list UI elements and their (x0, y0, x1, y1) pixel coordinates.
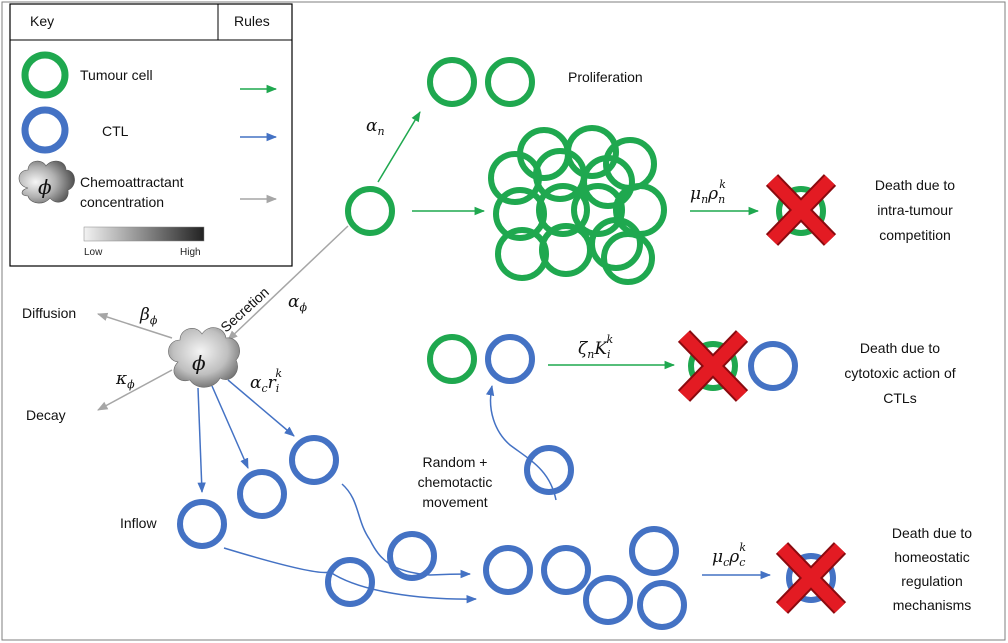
svg-text:cytotoxic action of: cytotoxic action of (844, 365, 955, 381)
key-chemo-label-line2: concentration (80, 194, 164, 210)
decay-label: Decay (26, 407, 66, 423)
cross-icon (777, 543, 845, 613)
key-chemo-label-line1: Chemoattractant (80, 174, 184, 190)
death-cytotoxic-label: Death due to cytotoxic action of CTLs (844, 340, 955, 406)
svg-text:Death due to: Death due to (892, 525, 972, 541)
surviving-ctl (748, 341, 798, 391)
ctl-inflow-cells (177, 435, 437, 607)
svg-text:CTLs: CTLs (883, 390, 916, 406)
svg-text:ϕ: ϕ (38, 175, 52, 199)
ctl-migration-paths (223, 384, 557, 604)
daughter-cell-1 (427, 57, 477, 107)
svg-text:chemotactic: chemotactic (418, 474, 493, 490)
daughter-cell-2 (485, 57, 535, 107)
rate-alpha-c-r-i: αcrik (250, 367, 282, 395)
key-box (9, 3, 293, 267)
key-panel: Key Rules Tumour cell CTL ϕ Chemoattract… (9, 3, 293, 267)
cross-icon (767, 175, 835, 245)
diffusion-label: Diffusion (22, 305, 76, 321)
key-heading: Key (30, 13, 54, 29)
diffusion-arrow (97, 312, 173, 339)
proliferation-arrow (377, 111, 421, 183)
target-tumour-cell (427, 334, 477, 384)
secretion-label: Secretion (217, 284, 272, 335)
svg-text:Random +: Random + (423, 454, 488, 470)
key-ctl-label: CTL (102, 123, 129, 139)
scale-low-label: Low (84, 247, 103, 258)
svg-text:competition: competition (879, 227, 951, 243)
rate-alpha-n: αn (366, 116, 385, 138)
svg-text:intra-tumour: intra-tumour (877, 202, 953, 218)
svg-text:homeostatic: homeostatic (894, 549, 969, 565)
rate-kappa-phi: κϕ (115, 369, 135, 391)
cross-icon (679, 331, 747, 401)
ctl-cluster (483, 526, 687, 630)
rate-mu-n-rho-n: μnρnk (690, 178, 726, 206)
key-tumour-cell-icon (21, 51, 69, 99)
svg-text:regulation: regulation (901, 573, 963, 589)
svg-text:Death due to: Death due to (875, 177, 955, 193)
rate-beta-phi: βϕ (139, 305, 158, 327)
rate-alpha-phi: αϕ (288, 292, 307, 314)
inflow-label: Inflow (120, 515, 157, 531)
key-ctl-icon (21, 106, 69, 154)
dead-tumour-cell-competition (765, 174, 837, 246)
svg-text:ϕ: ϕ (192, 351, 206, 375)
key-tumour-label: Tumour cell (80, 67, 153, 83)
rules-heading: Rules (234, 13, 270, 29)
ctl-migrating-cell (524, 445, 574, 495)
dead-ctl-homeostatic (775, 542, 847, 614)
proliferation-label: Proliferation (568, 69, 643, 85)
concentration-scale-bar (83, 226, 205, 242)
svg-text:movement: movement (422, 494, 487, 510)
key-chemoattractant-cloud-icon: ϕ (18, 160, 75, 204)
svg-text:mechanisms: mechanisms (893, 597, 972, 613)
decay-arrow (97, 369, 173, 411)
scale-high-label: High (180, 247, 201, 258)
death-homeostatic-label: Death due to homeostatic regulation mech… (892, 525, 972, 613)
rate-mu-c-rho-c: μcρck (712, 541, 746, 569)
dead-tumour-cell-cytotoxic (677, 330, 749, 402)
death-competition-label: Death due to intra-tumour competition (875, 177, 955, 243)
source-tumour-cell (345, 186, 395, 236)
svg-text:Death due to: Death due to (860, 340, 940, 356)
attacking-ctl (485, 334, 535, 384)
inflow-arrows (197, 379, 295, 494)
rate-zeta-n-K-i: ζnKik (578, 333, 614, 361)
tumour-cluster (488, 125, 667, 285)
secretion-arrow (227, 225, 349, 341)
chemoattractant-cloud: ϕ (168, 327, 240, 388)
movement-label: Random + chemotactic movement (418, 454, 493, 510)
